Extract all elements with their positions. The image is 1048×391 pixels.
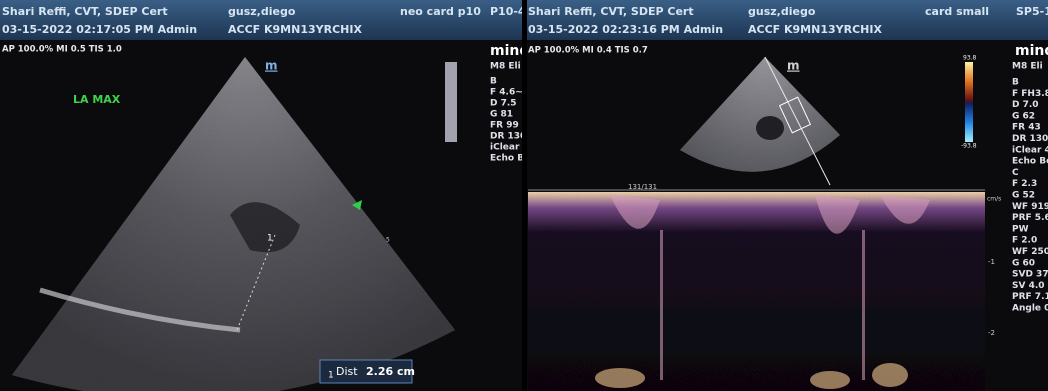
scale-label: -1	[988, 258, 995, 266]
operator: Shari Reffi, CVT, SDEP Cert	[528, 5, 694, 18]
colorbar-max: 93.8	[963, 55, 977, 62]
labels: Shari Reffi, CVT, SDEP Cert gusz,diego n…	[2, 5, 1048, 381]
parameter: Echo Be	[1012, 157, 1048, 167]
patient: gusz,diego	[228, 5, 296, 18]
brand: mind	[490, 43, 529, 59]
gray-bar	[445, 62, 457, 142]
parameter: B	[1012, 78, 1019, 88]
measurement-value: 2.26 cm	[366, 365, 415, 378]
parameter: FR 99	[490, 121, 519, 131]
probe: P10-4	[490, 5, 526, 18]
datetime: 03-15-2022 02:23:16 PM Admin	[528, 23, 723, 36]
parameter: G 60	[1012, 258, 1035, 268]
sector-image	[12, 57, 455, 391]
view-label: LA MAX	[73, 93, 121, 106]
velocity-unit: cm/s	[987, 196, 1001, 203]
preset: card small	[925, 5, 989, 18]
parameter: Angle 0	[1012, 304, 1048, 314]
orientation-marker: m	[787, 59, 800, 73]
model: M8 Eli	[1012, 62, 1043, 72]
parameter: Echo Be	[490, 154, 530, 164]
brand: mind	[1015, 43, 1048, 59]
parameter: G 52	[1012, 191, 1035, 201]
datetime: 03-15-2022 02:17:05 PM Admin	[2, 23, 197, 36]
parameter: F 2.0	[1012, 236, 1037, 246]
exam-id: ACCF K9MN13YRCHIX	[748, 23, 882, 36]
measurement-index: 1	[328, 371, 334, 381]
caliper-index: 1	[267, 234, 273, 244]
parameter: WF 919	[1012, 202, 1048, 212]
sector-image	[680, 57, 840, 172]
parameter: C	[1012, 168, 1019, 178]
scale-label: -2	[988, 329, 995, 337]
parameter: iClear 4	[1012, 145, 1048, 155]
orientation-marker: m	[265, 59, 278, 73]
acoustic: AP 100.0% MI 0.5 TIS 1.0	[2, 45, 122, 55]
parameter: SVD 37	[1012, 270, 1048, 280]
parameter: B	[490, 77, 497, 87]
colorbar-min: -93.8	[961, 143, 977, 150]
left-panel	[0, 0, 522, 391]
parameter: iClear 4	[490, 143, 529, 153]
parameter: G 81	[490, 110, 513, 120]
acoustic: AP 100.0% MI 0.4 TIS 0.7	[528, 46, 648, 56]
header-bar	[527, 0, 1048, 40]
doppler-spectrum	[528, 192, 985, 391]
sweep-count: 131/131	[628, 183, 657, 191]
measurement-name: Dist	[336, 365, 358, 378]
parameter: SV 4.0	[1012, 281, 1045, 291]
parameter: D 7.5	[490, 99, 517, 109]
parameter: FR 43	[1012, 123, 1041, 133]
parameter: G 62	[1012, 111, 1035, 121]
parameter: PRF 7.1	[1012, 292, 1048, 302]
model: M8 Eli	[490, 62, 521, 72]
parameter: D 7.0	[1012, 100, 1039, 110]
right-panel	[527, 0, 1048, 391]
probe: SP5-1	[1016, 5, 1048, 18]
preset: neo card p10	[400, 5, 481, 18]
operator: Shari Reffi, CVT, SDEP Cert	[2, 5, 168, 18]
parameter: PW	[1012, 224, 1029, 234]
color-bar	[965, 62, 973, 142]
depth-mark: 5	[386, 237, 390, 244]
parameter: DR 130	[490, 132, 526, 142]
parameter: DR 130	[1012, 134, 1048, 144]
parameter: F 4.6~1	[490, 88, 529, 98]
header-bar	[0, 0, 522, 40]
parameter: F FH3.8	[1012, 89, 1048, 99]
parameter: WF 250	[1012, 247, 1048, 257]
exam-id: ACCF K9MN13YRCHIX	[228, 23, 362, 36]
parameter: PRF 5.6	[1012, 213, 1048, 223]
patient: gusz,diego	[748, 5, 816, 18]
parameter: F 2.3	[1012, 179, 1037, 189]
